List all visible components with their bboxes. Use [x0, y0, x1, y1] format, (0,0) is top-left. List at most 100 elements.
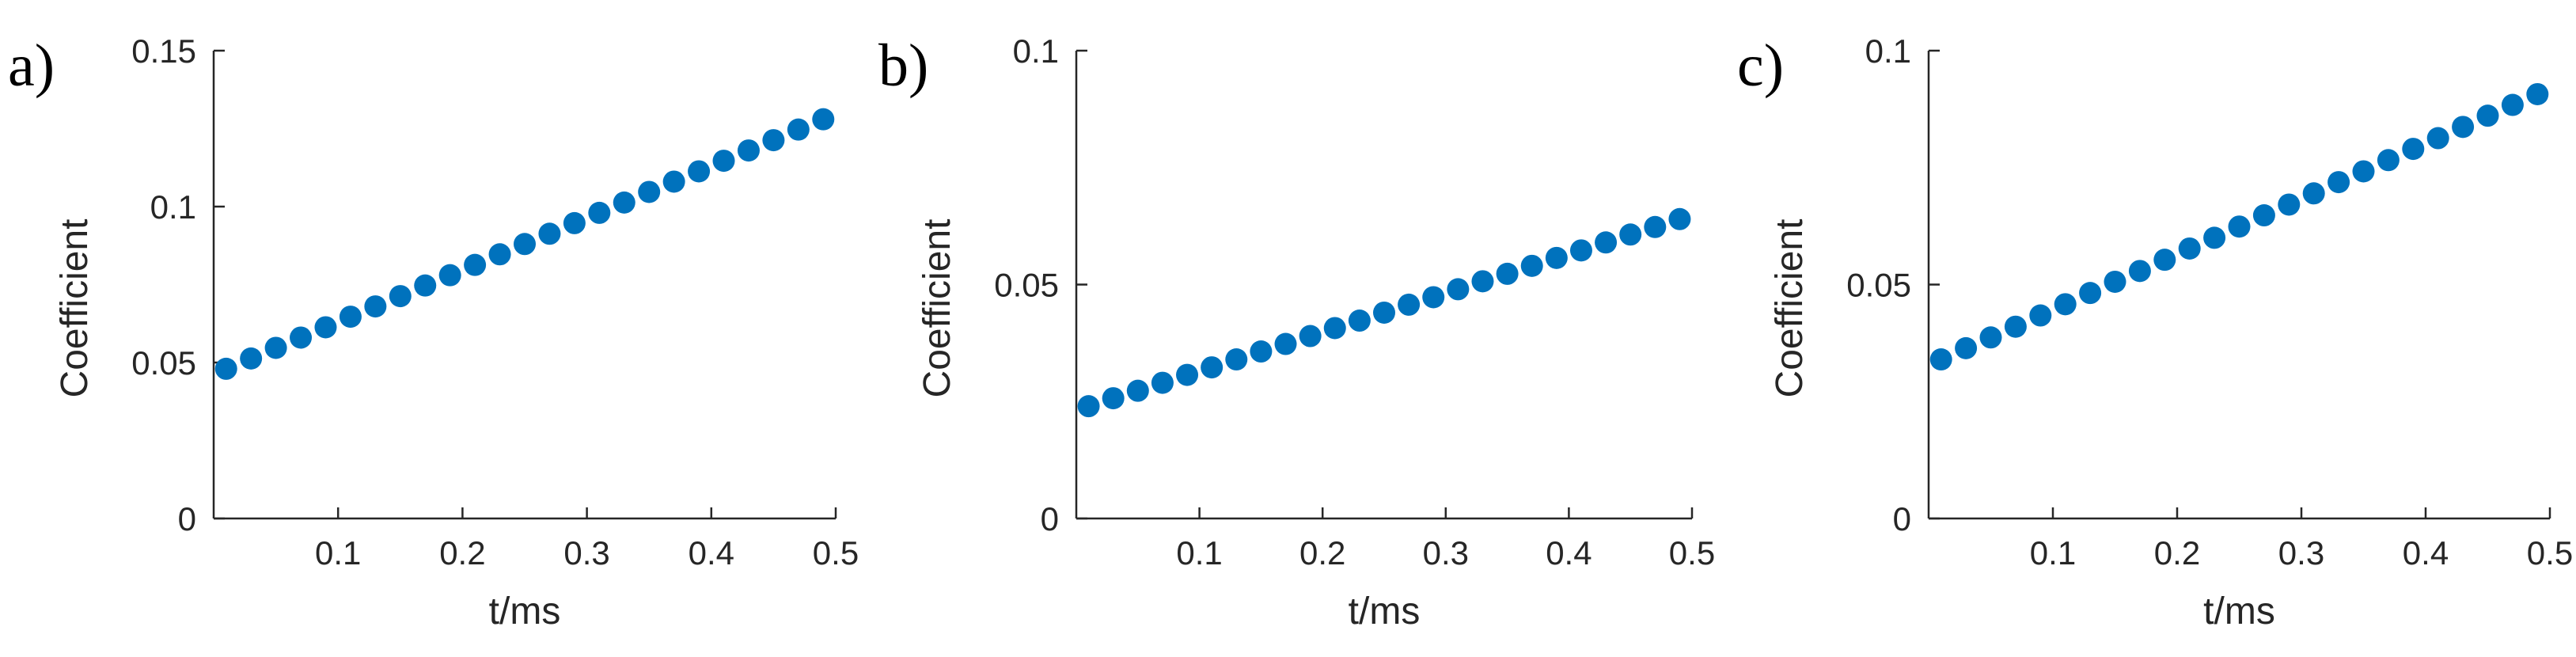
data-point — [240, 347, 263, 370]
x-tick-label: 0.5 — [1669, 534, 1715, 572]
data-point — [1955, 336, 1978, 359]
data-point — [2104, 270, 2126, 293]
panel-b: b) 0 0.05 0.1 0.1 0.2 0.3 0.4 0.5 t/ms Coefficient — [878, 32, 1715, 632]
data-point — [563, 211, 586, 234]
data-point — [1274, 332, 1297, 355]
x-tick-label: 0.3 — [2278, 534, 2324, 572]
y-tick-label: 0 — [178, 500, 196, 537]
data-point — [538, 222, 561, 245]
panel-c: c) 0 0.05 0.1 0.1 0.2 0.3 0.4 0.5 t/ms Coefficient — [1737, 32, 2573, 632]
data-point — [1176, 363, 1199, 386]
data-point — [1619, 223, 1642, 246]
x-tick-label: 0.1 — [1176, 534, 1222, 572]
x-tick-label: 0.1 — [2030, 534, 2076, 572]
data-point — [1520, 254, 1543, 277]
y-axis-label: Coefficient — [54, 219, 96, 398]
x-axis-label: t/ms — [2203, 591, 2275, 632]
x-tick-label: 0.4 — [2403, 534, 2449, 572]
data-point — [1471, 270, 1494, 293]
panel-label: b) — [878, 32, 928, 99]
data-point — [2153, 249, 2176, 272]
x-tick-label: 0.5 — [813, 534, 859, 572]
y-axis-label: Coefficient — [916, 219, 958, 398]
data-point — [2228, 215, 2251, 238]
x-axis-label: t/ms — [1349, 591, 1421, 632]
x-tick-label: 0.3 — [563, 534, 609, 572]
data-point — [688, 160, 711, 183]
data-point — [264, 336, 287, 359]
y-tick-label: 0.1 — [1013, 32, 1059, 70]
data-point — [1545, 246, 1568, 269]
y-tick-label: 0.15 — [131, 32, 196, 70]
x-tick-label: 0.4 — [1546, 534, 1592, 572]
data-point — [2452, 116, 2475, 139]
data-point — [2252, 204, 2275, 227]
data-point — [290, 326, 313, 349]
data-point — [2004, 315, 2027, 338]
x-axis-label: t/ms — [489, 591, 561, 632]
data-point — [2128, 260, 2151, 283]
data-point — [2526, 82, 2549, 105]
x-tick-label: 0.2 — [1299, 534, 1345, 572]
data-point — [1422, 286, 1445, 309]
data-point — [214, 357, 237, 380]
data-point — [2054, 293, 2077, 316]
data-point — [1250, 340, 1273, 363]
data-point — [364, 295, 387, 318]
data-point — [2029, 304, 2052, 327]
data-point — [2426, 127, 2449, 150]
y-tick-label: 0.05 — [1846, 267, 1911, 304]
data-point — [2278, 193, 2301, 216]
data-point — [2501, 93, 2524, 116]
data-point — [1126, 379, 1149, 402]
data-point — [588, 201, 611, 224]
x-tick-label: 0.1 — [315, 534, 361, 572]
data-point — [1151, 371, 1174, 394]
data-point — [812, 108, 835, 131]
y-tick-label: 0.05 — [994, 267, 1059, 304]
data-point — [1595, 231, 1618, 254]
x-tick-label: 0.2 — [2154, 534, 2200, 572]
data-point — [2476, 104, 2499, 127]
data-point — [1569, 239, 1592, 262]
data-point — [2079, 282, 2102, 305]
data-point — [414, 274, 437, 297]
data-point — [2178, 237, 2201, 260]
data-point — [1398, 293, 1421, 316]
y-tick-label: 0.1 — [150, 188, 196, 226]
data-point — [1348, 310, 1371, 332]
data-point — [638, 180, 661, 203]
x-tick-label: 0.3 — [1423, 534, 1469, 572]
data-point — [389, 285, 412, 308]
data-point — [1668, 207, 1691, 230]
y-tick-label: 0 — [1041, 500, 1059, 537]
data-point — [1447, 278, 1470, 301]
y-tick-label: 0.05 — [131, 344, 196, 382]
data-point — [314, 316, 337, 339]
data-point — [1496, 262, 1519, 285]
x-tick-label: 0.4 — [689, 534, 734, 572]
data-point — [712, 150, 735, 173]
data-point — [488, 243, 511, 266]
data-point — [2302, 182, 2325, 205]
data-point — [1323, 317, 1346, 340]
y-tick-label: 0.1 — [1865, 32, 1911, 70]
data-point — [464, 253, 487, 276]
data-point — [737, 139, 760, 162]
panel-a: a) 0 0.05 0.1 0.15 0.1 0.2 0.3 0.4 0.5 t/ms Coeffic… — [8, 32, 859, 632]
data-point — [662, 170, 685, 193]
data-point — [438, 264, 461, 287]
data-point — [762, 129, 785, 152]
panel-label: c) — [1737, 32, 1784, 99]
data-point — [2377, 149, 2400, 172]
data-point — [787, 118, 810, 141]
data-point — [339, 306, 362, 328]
data-point — [1102, 387, 1125, 410]
data-point — [1299, 325, 1322, 347]
data-point — [613, 191, 635, 214]
data-point — [1373, 301, 1395, 324]
data-point — [1077, 395, 1100, 418]
data-point — [1979, 326, 2002, 349]
data-point — [1201, 356, 1224, 379]
